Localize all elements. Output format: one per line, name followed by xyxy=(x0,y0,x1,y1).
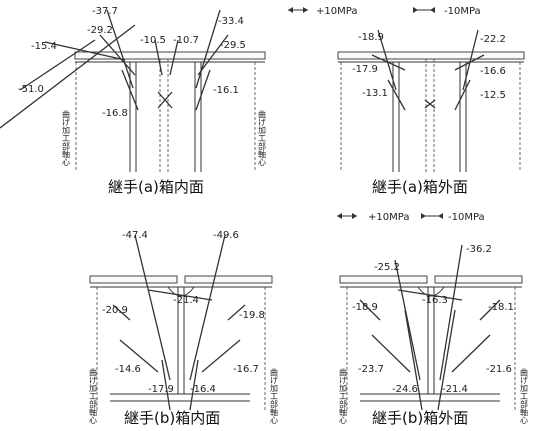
axis-label: 曲げ加工部軸心 xyxy=(62,109,71,166)
stress-value: -51.0 xyxy=(18,84,44,95)
panel-caption: 継手(b)箱内面 xyxy=(124,409,220,427)
stress-value: -10.5 xyxy=(140,35,166,46)
stress-value: -13.1 xyxy=(362,88,388,99)
stress-value: -20.9 xyxy=(102,305,128,316)
stress-value: -16.7 xyxy=(233,364,259,375)
legend-tension: +10MPa xyxy=(316,6,357,17)
stress-value: -16.6 xyxy=(480,66,506,77)
legend-compression: -10MPa xyxy=(448,212,485,223)
flange-plate xyxy=(337,51,525,60)
stress-value: -17.9 xyxy=(148,384,174,395)
stress-value: -21.6 xyxy=(486,364,512,375)
stress-value: -23.7 xyxy=(358,364,384,375)
axis-label: 曲げ加工部軸心 xyxy=(89,367,98,424)
flange-plate xyxy=(339,275,428,284)
panel-caption: 継手(b)箱外面 xyxy=(372,409,468,427)
stress-value: -17.9 xyxy=(352,64,378,75)
panel-caption: 継手(a)箱内面 xyxy=(108,178,204,196)
stress-value: -22.2 xyxy=(480,34,506,45)
stress-value: -10.7 xyxy=(173,35,199,46)
panel-a-outer: +10MPa -10MPa -18.9 -22.2 -17.9 -16.6 -1… xyxy=(288,6,525,196)
stress-value: -33.4 xyxy=(218,16,244,27)
legend-tension: +10MPa xyxy=(368,212,409,223)
stress-value: -16.3 xyxy=(422,295,448,306)
stress-value: -37.7 xyxy=(92,6,118,17)
panel-b-outer: +10MPa -10MPa 曲げ加工部軸心 曲げ加工部軸心 -36.2 -25.… xyxy=(337,212,529,427)
stress-value: -19.8 xyxy=(239,310,265,321)
stress-value: -21.4 xyxy=(173,295,199,306)
panel-caption: 継手(a)箱外面 xyxy=(372,178,468,196)
flange-plate xyxy=(434,275,523,284)
legend: +10MPa -10MPa xyxy=(337,212,485,223)
flange-plate xyxy=(184,275,273,284)
stress-value: -12.5 xyxy=(480,90,506,101)
flange-plate xyxy=(74,51,266,60)
stress-value: -16.1 xyxy=(213,85,239,96)
axis-label: 曲げ加工部軸心 xyxy=(520,367,529,424)
stress-value: -25.2 xyxy=(374,262,400,273)
legend: +10MPa -10MPa xyxy=(288,6,481,17)
stress-value: -47.4 xyxy=(122,230,148,241)
stress-value: -24.6 xyxy=(392,384,418,395)
flange-plate xyxy=(89,275,178,284)
panel-a-inner: 曲げ加工部軸心 曲げ加工部軸心 -37.7 -15.4 -29.2 -10.5 … xyxy=(0,6,267,196)
stress-value: -15.4 xyxy=(31,41,57,52)
stress-value: -16.4 xyxy=(190,384,216,395)
stress-value: -29.5 xyxy=(220,40,246,51)
stress-value: -18.9 xyxy=(352,302,378,313)
stress-value: -16.8 xyxy=(102,108,128,119)
panel-b-inner: 曲げ加工部軸心 曲げ加工部軸心 -47.4 -49.6 -21.4 -20.9 … xyxy=(89,230,279,427)
stress-value: -14.6 xyxy=(115,364,141,375)
axis-label: 曲げ加工部軸心 xyxy=(339,367,348,424)
stress-value: -18.1 xyxy=(488,302,514,313)
stress-value: -18.9 xyxy=(358,32,384,43)
stress-value: -21.4 xyxy=(442,384,468,395)
axis-label: 曲げ加工部軸心 xyxy=(258,109,267,166)
legend-compression: -10MPa xyxy=(444,6,481,17)
stress-value: -36.2 xyxy=(466,244,492,255)
axis-label: 曲げ加工部軸心 xyxy=(270,367,279,424)
stress-value: -29.2 xyxy=(87,25,113,36)
stress-value: -49.6 xyxy=(213,230,239,241)
